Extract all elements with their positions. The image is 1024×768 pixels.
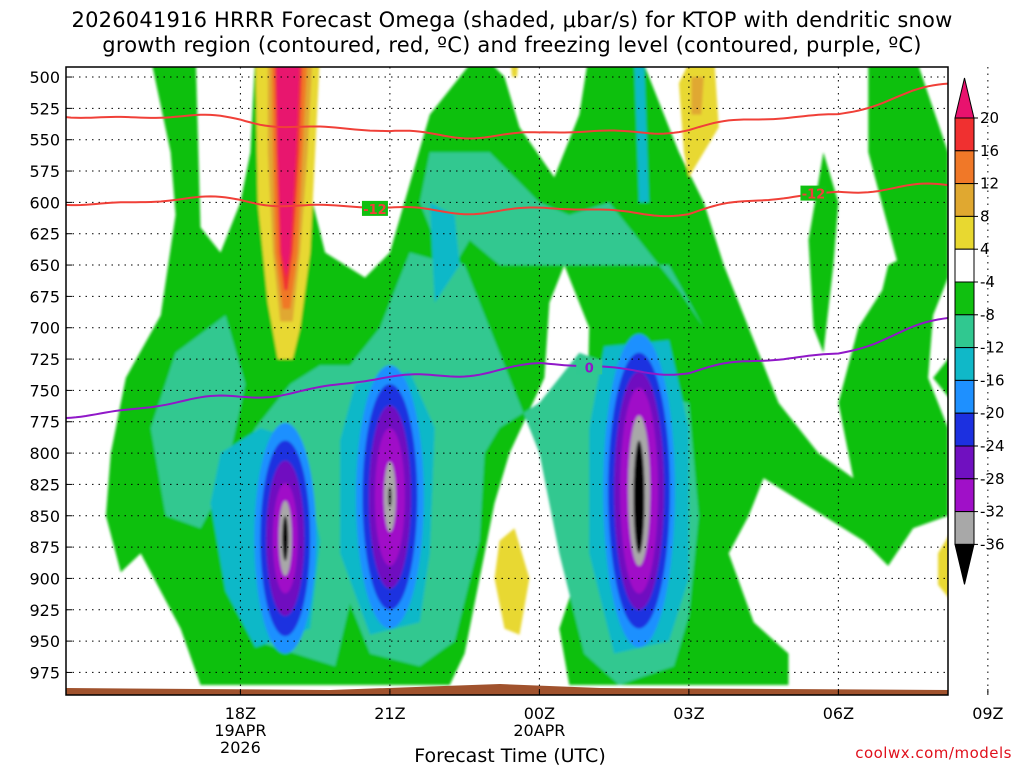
colorbar-swatch-3 xyxy=(954,183,975,217)
omega-shading xyxy=(66,67,948,695)
colorbar-label-4: 4 xyxy=(980,240,990,258)
omega-cyan-narrow xyxy=(634,67,649,203)
omega-green-blob-a xyxy=(808,152,839,353)
source-credit: coolwx.com/models xyxy=(855,744,1012,762)
gridlines xyxy=(66,67,989,695)
omega-green-blob-c xyxy=(933,359,948,397)
x-tick-label-06Z-0: 06Z xyxy=(823,704,854,723)
y-tick-label-750: 750 xyxy=(29,381,60,400)
contour-label-dendritic-lower-1: -12 xyxy=(802,188,826,203)
colorbar-swatch-5 xyxy=(954,248,975,283)
colorbar-swatch-13 xyxy=(954,511,975,545)
contour-label-bg-dendritic-lower-1 xyxy=(800,185,827,201)
y-tick-label-800: 800 xyxy=(29,444,60,463)
y-tick-label-650: 650 xyxy=(29,256,60,275)
y-tick-label-675: 675 xyxy=(29,287,60,306)
colorbar-label--8: -8 xyxy=(980,306,995,324)
plot-frame xyxy=(65,66,949,696)
y-tick-label-975: 975 xyxy=(29,663,60,682)
y-tick-label-700: 700 xyxy=(29,319,60,338)
x-tick-label-21Z-0: 21Z xyxy=(374,704,405,723)
colorbar-label--12: -12 xyxy=(980,339,1005,357)
y-tick-label-725: 725 xyxy=(29,350,60,369)
omega-fill-group xyxy=(105,67,948,685)
x-tick-label-09Z-0: 09Z xyxy=(972,704,1003,723)
colorbar-swatch-9 xyxy=(954,379,975,414)
descent-core-black-1 xyxy=(282,515,289,561)
colorbar-swatch-1 xyxy=(954,117,975,152)
ascent-gold-03z xyxy=(691,77,704,115)
y-axis-ticks: 500 525 550 575 600 625 650 675 700 725 750 775 800 8… xyxy=(29,68,72,682)
y-tick-label-875: 875 xyxy=(29,538,60,557)
ascent-yellow-2330z xyxy=(494,528,530,635)
contour-label-dendritic-lower-0: -12 xyxy=(363,203,387,218)
colorbar-swatch-6 xyxy=(954,281,975,316)
chart-title-line-2: growth region (contoured, red, ºC) and f… xyxy=(102,33,922,57)
colorbar-label--20: -20 xyxy=(980,404,1005,422)
contour-freezing-level xyxy=(66,317,948,419)
omega-cyan-upper xyxy=(429,202,460,303)
y-tick-label-900: 900 xyxy=(29,569,60,588)
y-tick-label-550: 550 xyxy=(29,131,60,150)
x-tick-label-18Z-2: 2026 xyxy=(220,738,261,757)
contour-label-bg-freezing-level-0 xyxy=(576,359,603,375)
y-tick-label-525: 525 xyxy=(29,99,60,118)
x-axis-label: Forecast Time (UTC) xyxy=(414,745,606,767)
colorbar-label--28: -28 xyxy=(980,470,1005,488)
y-tick-label-825: 825 xyxy=(29,475,60,494)
x-tick-label-03Z-0: 03Z xyxy=(673,704,704,723)
x-tick-label-00Z-0: 00Z xyxy=(524,704,555,723)
contour-label-freezing-level-0: 0 xyxy=(585,361,594,376)
ascent-yellow-03z xyxy=(678,67,719,178)
x-tick-label-18Z-0: 18Z xyxy=(225,704,256,723)
colorbar-label--4: -4 xyxy=(980,273,995,291)
colorbar-swatch-7 xyxy=(954,314,975,349)
colorbar-label--24: -24 xyxy=(980,437,1005,455)
colorbar-label--32: -32 xyxy=(980,503,1005,521)
colorbar-label--16: -16 xyxy=(980,371,1005,389)
colorbar-label-16: 16 xyxy=(980,142,999,160)
y-tick-label-575: 575 xyxy=(29,162,60,181)
colorbar-swatch-11 xyxy=(954,445,975,480)
ascent-yellow-top xyxy=(511,67,518,77)
colorbar-label-20: 20 xyxy=(980,109,999,127)
ascent-magenta-19z xyxy=(276,67,300,278)
y-tick-label-925: 925 xyxy=(29,601,60,620)
y-tick-label-625: 625 xyxy=(29,225,60,244)
y-tick-label-600: 600 xyxy=(29,193,60,212)
y-tick-label-500: 500 xyxy=(29,68,60,87)
x-tick-label-18Z-1: 19APR xyxy=(214,721,266,740)
colorbar-swatch-12 xyxy=(954,478,975,513)
colorbar: 20 16 12 8 4 -4 -8 -12 -16 -20 -24 -28 -32 -36 xyxy=(954,77,1005,585)
colorbar-label-12: 12 xyxy=(980,175,999,193)
colorbar-swatch-4 xyxy=(954,215,975,250)
x-tick-label-00Z-1: 20APR xyxy=(513,721,565,740)
colorbar-label--36: -36 xyxy=(980,535,1005,553)
colorbar-swatch-10 xyxy=(954,412,975,447)
contour-label-bg-dendritic-lower-0 xyxy=(361,200,388,216)
y-tick-label-850: 850 xyxy=(29,507,60,526)
ascent-yellow-09z xyxy=(938,536,948,598)
colorbar-swatch-2 xyxy=(954,150,975,185)
descent-core-black-3 xyxy=(633,440,645,554)
chart-title-line-1: 2026041916 HRRR Forecast Omega (shaded, … xyxy=(71,8,953,32)
terrain-surface xyxy=(66,684,948,695)
colorbar-arrow-top xyxy=(954,77,975,119)
y-tick-label-950: 950 xyxy=(29,632,60,651)
colorbar-label-8: 8 xyxy=(980,207,990,225)
colorbar-arrow-bottom xyxy=(954,543,975,585)
temperature-contours: -12 -12 0 xyxy=(66,82,948,419)
colorbar-swatch-8 xyxy=(954,347,975,381)
y-tick-label-775: 775 xyxy=(29,413,60,432)
contour-dendritic-upper xyxy=(66,82,948,140)
